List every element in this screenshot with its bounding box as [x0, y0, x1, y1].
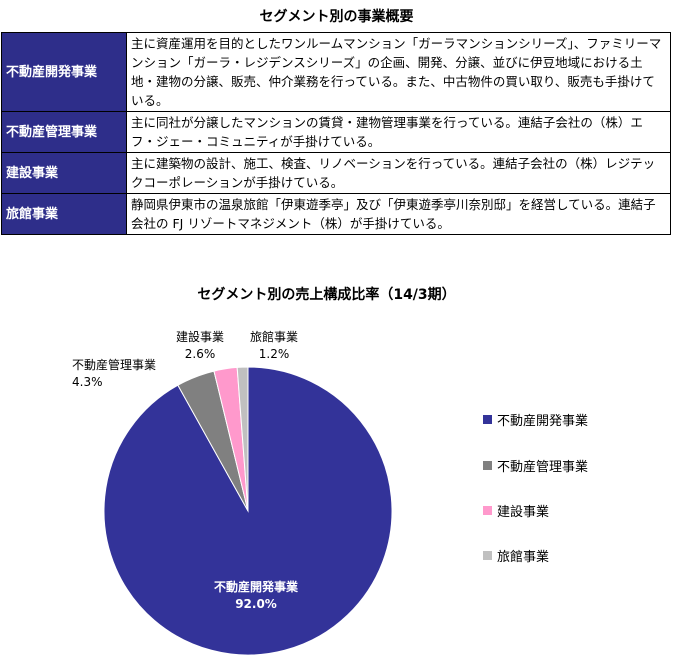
- segment-table: 不動産開発事業 主に資産運用を目的としたワンルームマンション「ガーラマンションシリ…: [1, 32, 671, 235]
- pie-slice-3: [236, 366, 249, 512]
- slice-label-3: 旅館事業 1.2%: [250, 330, 299, 361]
- table-title: セグメント別の事業概要: [259, 9, 414, 25]
- legend-item: 建設事業: [483, 501, 549, 520]
- legend-swatch: [483, 461, 492, 470]
- legend-item: 不動産開発事業: [483, 410, 588, 429]
- legend-item: 旅館事業: [483, 546, 549, 565]
- slice-label-2: 建設事業 2.6%: [176, 330, 225, 361]
- slice-label-1: 不動産管理事業 4.3%: [72, 358, 157, 389]
- legend-swatch: [483, 551, 492, 560]
- legend-swatch: [483, 415, 492, 424]
- description-cell: 静岡県伊東市の温泉旅館「伊東遊季亭」及び「伊東遊季亭川奈別邸」を経営している。連…: [126, 193, 671, 235]
- segment-cell: 不動産管理事業: [1, 111, 127, 153]
- table-row: 不動産管理事業 主に同社が分譲したマンションの賃貸・建物管理事業を行っている。連結…: [1, 111, 671, 153]
- legend-swatch: [483, 506, 492, 515]
- table-row: 旅館事業 静岡県伊東市の温泉旅館「伊東遊季亭」及び「伊東遊季亭川奈別邸」を経営して…: [1, 193, 671, 235]
- description-cell: 主に同社が分譲したマンションの賃貸・建物管理事業を行っている。連結子会社の（株）…: [126, 111, 671, 153]
- chart-title: セグメント別の売上構成比率（14/3期）: [197, 287, 456, 303]
- slice-label-0: 不動産開発事業 92.0%: [214, 580, 299, 611]
- segment-cell: 旅館事業: [1, 193, 127, 235]
- description-cell: 主に資産運用を目的としたワンルームマンション「ガーラマンションシリーズ」、ファミ…: [126, 32, 671, 112]
- segment-cell: 建設事業: [1, 152, 127, 194]
- description-cell: 主に建築物の設計、施工、検査、リノベーションを行っている。連結子会社の（株）レジ…: [126, 152, 671, 194]
- legend-item: 不動産管理事業: [483, 456, 588, 475]
- table-row: 建設事業 主に建築物の設計、施工、検査、リノベーションを行っている。連結子会社の（…: [1, 152, 671, 194]
- table-row: 不動産開発事業 主に資産運用を目的としたワンルームマンション「ガーラマンションシリ…: [1, 32, 671, 112]
